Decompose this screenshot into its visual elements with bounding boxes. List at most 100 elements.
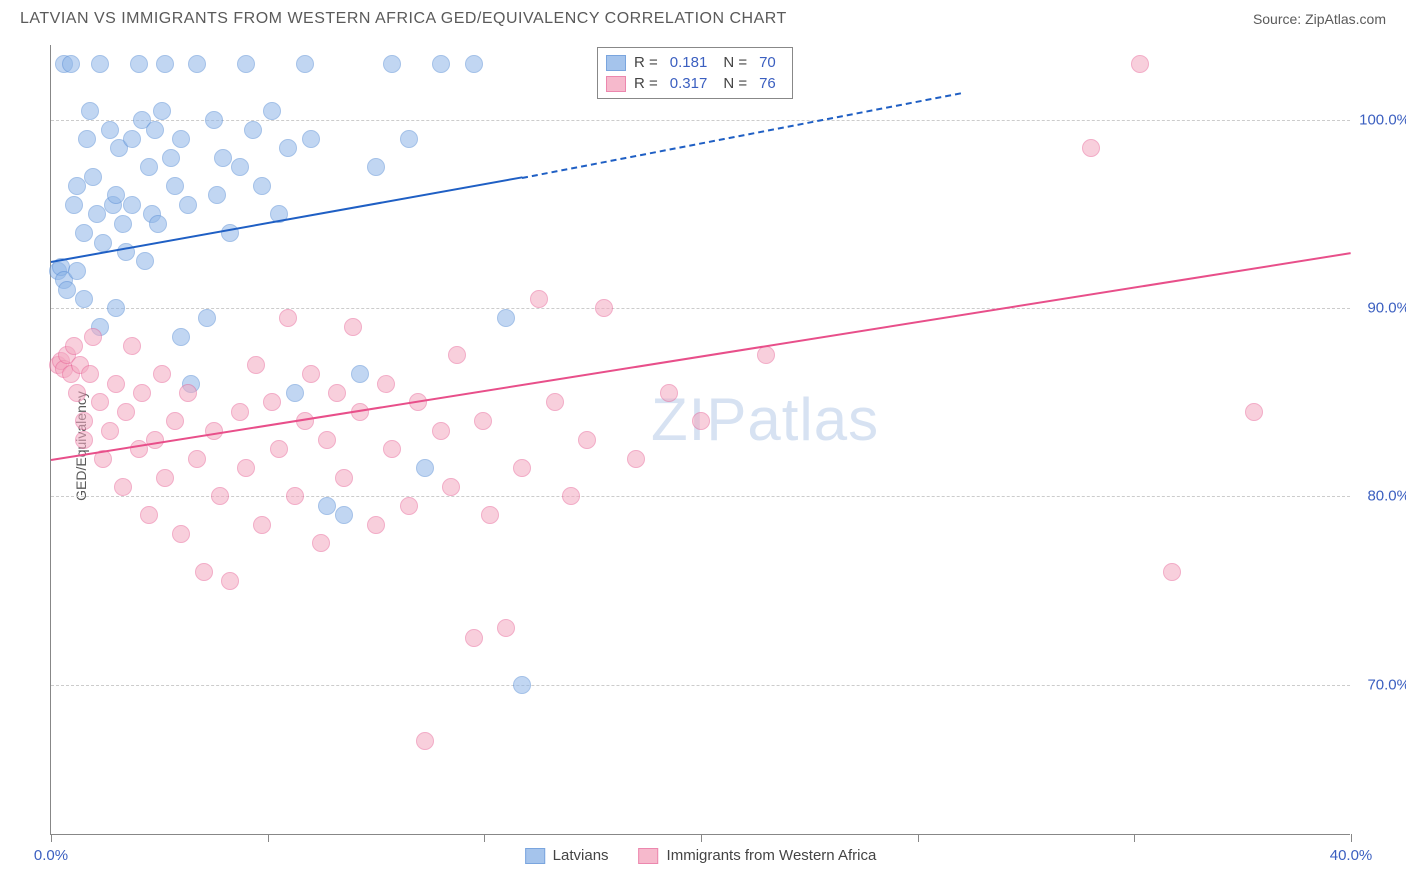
data-point	[136, 252, 154, 270]
stats-label: R =	[634, 75, 658, 92]
data-point	[62, 55, 80, 73]
data-point	[114, 478, 132, 496]
y-tick-label: 90.0%	[1367, 300, 1406, 317]
stats-n-value: 76	[759, 75, 776, 92]
data-point	[205, 422, 223, 440]
data-point	[205, 111, 223, 129]
data-point	[156, 55, 174, 73]
data-point	[1245, 403, 1263, 421]
data-point	[123, 337, 141, 355]
data-point	[68, 384, 86, 402]
data-point	[263, 102, 281, 120]
data-point	[107, 186, 125, 204]
data-point	[81, 365, 99, 383]
gridline	[51, 120, 1350, 121]
stats-label: N =	[723, 54, 747, 71]
data-point	[546, 393, 564, 411]
data-point	[627, 450, 645, 468]
stats-r-value: 0.181	[670, 54, 708, 71]
data-point	[91, 55, 109, 73]
series-legend: Latvians Immigrants from Western Africa	[525, 847, 877, 864]
data-point	[302, 130, 320, 148]
x-tick-mark	[51, 834, 52, 842]
data-point	[270, 440, 288, 458]
x-tick-mark	[1351, 834, 1352, 842]
gridline	[51, 685, 1350, 686]
x-tick-label: 0.0%	[34, 847, 68, 864]
data-point	[156, 469, 174, 487]
legend-swatch-latvians	[525, 848, 545, 864]
data-point	[65, 196, 83, 214]
data-point	[65, 337, 83, 355]
data-point	[1082, 139, 1100, 157]
data-point	[263, 393, 281, 411]
data-point	[91, 393, 109, 411]
stats-label: R =	[634, 54, 658, 71]
data-point	[94, 234, 112, 252]
data-point	[153, 102, 171, 120]
data-point	[162, 149, 180, 167]
y-tick-label: 70.0%	[1367, 676, 1406, 693]
data-point	[58, 281, 76, 299]
data-point	[244, 121, 262, 139]
data-point	[75, 290, 93, 308]
data-point	[513, 676, 531, 694]
chart-header: LATVIAN VS IMMIGRANTS FROM WESTERN AFRIC…	[0, 0, 1406, 36]
data-point	[465, 55, 483, 73]
data-point	[133, 384, 151, 402]
data-point	[237, 459, 255, 477]
data-point	[231, 158, 249, 176]
data-point	[344, 318, 362, 336]
data-point	[188, 450, 206, 468]
chart-source: Source: ZipAtlas.com	[1253, 11, 1386, 27]
data-point	[81, 102, 99, 120]
data-point	[383, 55, 401, 73]
data-point	[123, 130, 141, 148]
data-point	[296, 55, 314, 73]
data-point	[578, 431, 596, 449]
data-point	[302, 365, 320, 383]
data-point	[211, 487, 229, 505]
data-point	[101, 121, 119, 139]
data-point	[149, 215, 167, 233]
data-point	[312, 534, 330, 552]
data-point	[335, 506, 353, 524]
data-point	[416, 732, 434, 750]
scatter-plot-area: ZIPatlas R = 0.181 N = 70 R = 0.317 N = …	[50, 45, 1350, 835]
x-tick-mark	[484, 834, 485, 842]
data-point	[377, 375, 395, 393]
x-tick-mark	[701, 834, 702, 842]
stats-row: R = 0.317 N = 76	[606, 73, 784, 94]
data-point	[198, 309, 216, 327]
watermark: ZIPatlas	[651, 385, 879, 454]
data-point	[286, 384, 304, 402]
data-point	[179, 196, 197, 214]
data-point	[247, 356, 265, 374]
data-point	[416, 459, 434, 477]
trend-line-dashed	[522, 92, 961, 179]
data-point	[497, 309, 515, 327]
stats-label: N =	[723, 75, 747, 92]
legend-swatch-immigrants	[606, 76, 626, 92]
data-point	[383, 440, 401, 458]
legend-swatch-latvians	[606, 55, 626, 71]
data-point	[513, 459, 531, 477]
data-point	[117, 403, 135, 421]
data-point	[153, 365, 171, 383]
data-point	[146, 121, 164, 139]
stats-n-value: 70	[759, 54, 776, 71]
data-point	[562, 487, 580, 505]
data-point	[279, 139, 297, 157]
data-point	[286, 487, 304, 505]
data-point	[214, 149, 232, 167]
data-point	[1131, 55, 1149, 73]
data-point	[660, 384, 678, 402]
data-point	[432, 422, 450, 440]
data-point	[75, 224, 93, 242]
data-point	[221, 572, 239, 590]
data-point	[84, 168, 102, 186]
data-point	[351, 365, 369, 383]
data-point	[88, 205, 106, 223]
data-point	[78, 130, 96, 148]
x-tick-mark	[1134, 834, 1135, 842]
